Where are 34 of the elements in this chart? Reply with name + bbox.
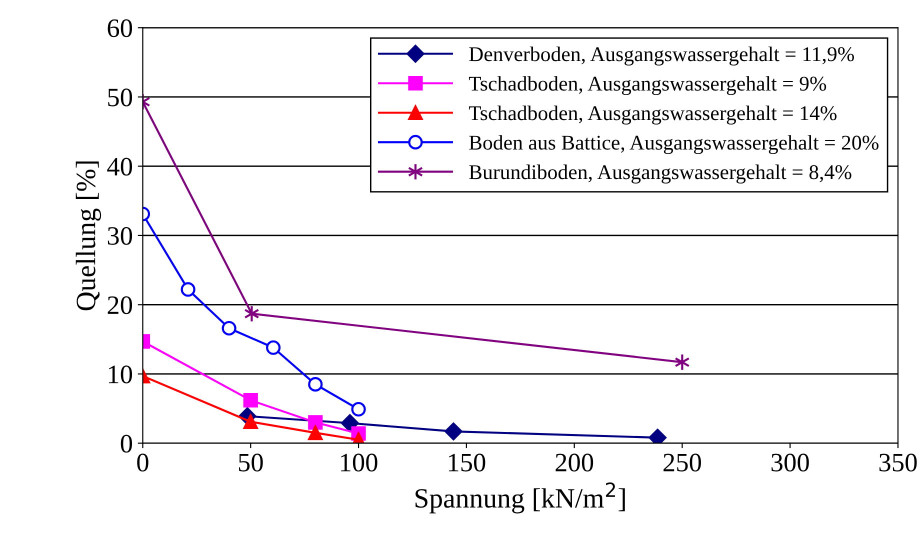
point [222, 320, 236, 336]
legend-label: Tschadboden, Ausgangswassergehalt = 9% [468, 76, 826, 96]
y-tick-label: 0 [120, 434, 132, 453]
point [266, 340, 281, 355]
x-tick-label: 150 [448, 454, 486, 472]
point [243, 414, 258, 430]
y-axis-title: Quellung [%] [76, 162, 102, 310]
point [308, 415, 323, 430]
point [244, 305, 260, 322]
point [180, 282, 196, 297]
point [308, 426, 323, 440]
point [308, 377, 323, 392]
legend-label: Tschadboden, Ausgangswassergehalt = 14% [468, 106, 837, 125]
point [444, 422, 462, 440]
y-tick-label: 10 [108, 366, 132, 384]
x-tick-label: 350 [879, 454, 917, 472]
x-tick-label: 50 [238, 454, 263, 472]
point [341, 414, 359, 432]
legend-label: Denverboden, Ausgangswassergehalt = 11,9% [469, 46, 854, 66]
x-tick-label: 300 [772, 454, 809, 472]
x-tick-label: 0 [137, 454, 148, 472]
x-tick-label: 200 [556, 454, 594, 472]
y-tick-label: 40 [107, 158, 132, 176]
x-tick-label: 250 [664, 454, 701, 472]
y-tick-label: 20 [108, 296, 132, 314]
point [243, 392, 258, 408]
y-tick-label: 60 [108, 19, 132, 38]
legend-label: Burundiboden, Ausgangswassergehalt = 8,4% [469, 164, 852, 184]
y-tick-label: 30 [108, 227, 132, 245]
x-tick-label: 100 [341, 454, 378, 472]
y-tick-label: 50 [108, 88, 132, 106]
point [351, 402, 366, 417]
x-axis-title: Spannung [kN/m$^{2}$] [416, 482, 625, 514]
legend-label: Boden aus Battice, Ausgangswassergehalt = 20% [469, 135, 878, 154]
